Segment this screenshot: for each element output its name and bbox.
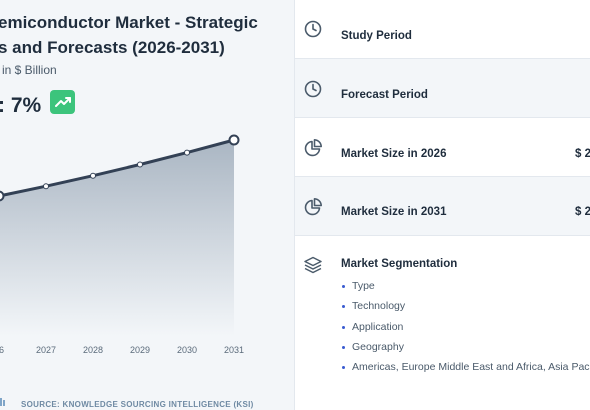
row-value: $ 2 — [575, 206, 590, 218]
summary-row-market-size-2026: Market Size in 2026 $ 2 — [295, 118, 590, 177]
trending-up-badge — [50, 90, 75, 114]
chart-source: SOURCE: KNOWLEDGE SOURCING INTELLIGENCE … — [21, 400, 254, 409]
segmentation-label: Market Segmentation — [341, 258, 458, 270]
chart-area-fill — [0, 140, 234, 336]
summary-row-market-segmentation: Market Segmentation Type Technology Appl… — [295, 236, 590, 410]
layers-icon — [304, 256, 322, 274]
cagr-value: : 7% — [0, 94, 42, 117]
segmentation-item: Americas, Europe Middle East and Africa,… — [341, 357, 590, 377]
row-label: Forecast Period — [341, 89, 428, 101]
row-label: Study Period — [341, 30, 412, 42]
chart-data-point — [0, 190, 5, 202]
chart-title-line2: s and Forecasts (2026-2031) — [0, 38, 225, 57]
chart-title-line1: emiconductor Market - Strategic — [0, 13, 258, 32]
segmentation-item: Type — [341, 276, 590, 296]
summary-row-study-period: Study Period — [295, 0, 590, 59]
pie-chart-icon — [304, 139, 322, 157]
chart-subtitle: in $ Billion — [2, 63, 57, 77]
x-axis-tick-label: 26 — [0, 345, 4, 355]
x-axis-tick-label: 2031 — [223, 345, 245, 355]
chart-title: emiconductor Market - Strategic s and Fo… — [0, 10, 294, 60]
clock-icon — [304, 20, 322, 38]
x-axis-tick-label: 2027 — [35, 345, 57, 355]
market-summary-table: Study Period Forecast Period Market Size… — [294, 0, 590, 410]
chart-series-line — [0, 138, 235, 198]
row-value: $ 2 — [575, 148, 590, 160]
summary-row-market-size-2031: Market Size in 2031 $ 2 — [295, 177, 590, 236]
source-info-icon — [0, 397, 6, 407]
pie-chart-icon — [304, 198, 322, 216]
trending-up-icon — [54, 97, 71, 107]
chart-data-point — [43, 183, 49, 190]
market-chart-card: emiconductor Market - Strategic s and Fo… — [0, 0, 294, 410]
chart-data-point — [137, 161, 143, 168]
chart-data-point — [90, 172, 96, 179]
chart-data-point — [184, 149, 190, 156]
row-label: Market Size in 2031 — [341, 206, 447, 218]
x-axis-tick-label: 2028 — [82, 345, 104, 355]
x-axis-tick-label: 2030 — [176, 345, 198, 355]
segmentation-list: Type Technology Application Geography Am… — [341, 276, 590, 377]
clock-icon — [304, 80, 322, 98]
x-axis-tick-label: 2029 — [129, 345, 151, 355]
segmentation-item: Technology — [341, 296, 590, 316]
row-label: Market Size in 2026 — [341, 148, 447, 160]
segmentation-item: Geography — [341, 337, 590, 357]
summary-row-forecast-period: Forecast Period — [295, 59, 590, 118]
market-size-chart — [0, 134, 240, 336]
chart-data-point — [228, 134, 240, 146]
segmentation-item: Application — [341, 317, 590, 337]
